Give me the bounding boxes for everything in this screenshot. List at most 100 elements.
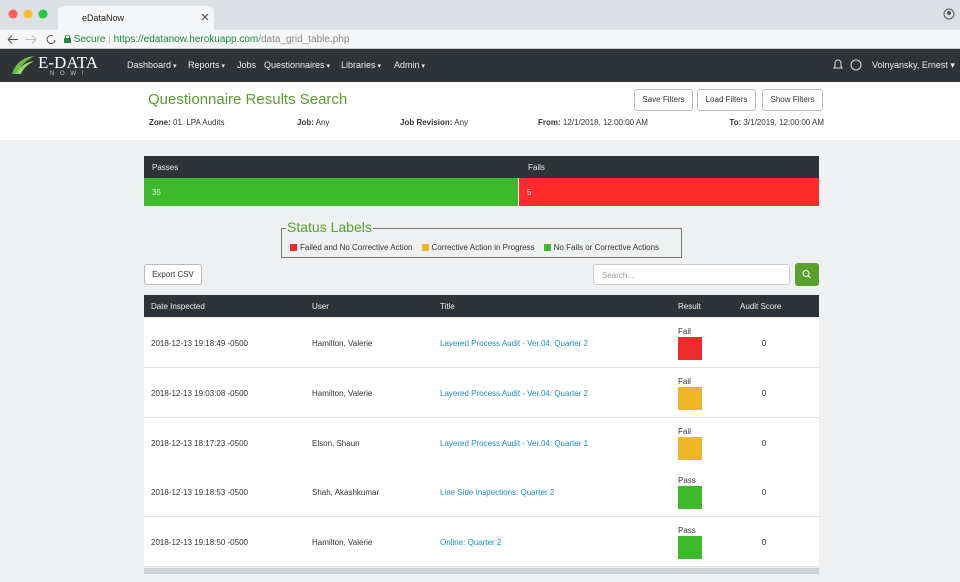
user-cell: Hamilton, Valerie xyxy=(312,538,373,548)
menu-label: Reports xyxy=(188,60,220,70)
result-label: Fail xyxy=(678,426,691,436)
column-header: Title xyxy=(440,302,455,311)
date-cell: 2018-12-13 19:03:08 -0500 xyxy=(151,388,248,398)
dropdown-caret: ▾ xyxy=(221,63,226,70)
summary: Passes Fails 35 5 xyxy=(144,156,819,206)
title-link[interactable]: Layered Process Audit - Ver.04: Quarter … xyxy=(440,388,589,398)
filter-value: 12/1/2018, 12:00:00 AM xyxy=(562,118,648,127)
menu-item[interactable]: Questionnaires ▾ xyxy=(264,60,330,70)
nav-buttons[interactable] xyxy=(6,33,60,46)
search-input[interactable]: Search... xyxy=(593,264,790,285)
status-box xyxy=(678,436,702,460)
menu-item[interactable]: Dashboard ▾ xyxy=(127,60,177,70)
legend-label: Corrective Action in Progress xyxy=(431,243,535,252)
browser-tab[interactable]: eDataNow xyxy=(58,6,214,30)
filter-value: 01. LPA Audits xyxy=(173,118,225,127)
scrollbar xyxy=(144,568,819,574)
result-label: Pass xyxy=(678,526,696,536)
table-row: 2018-12-13 19:18:53 -0500 Shah, Akashkuma… xyxy=(144,467,819,518)
score-cell: 0 xyxy=(761,538,767,548)
column-header: User xyxy=(312,302,329,311)
menu-label: Libraries xyxy=(341,60,376,70)
filter-label: To: xyxy=(729,118,742,127)
score-cell: 0 xyxy=(761,388,767,398)
status-box xyxy=(678,486,702,510)
legend-item: No Fails or Corrective Actions xyxy=(543,243,659,252)
dropdown-caret: ▾ xyxy=(377,63,382,70)
menu-label: Questionnaires xyxy=(264,60,325,70)
profile-icon[interactable] xyxy=(943,8,955,20)
tab-close[interactable] xyxy=(200,12,210,22)
status-box xyxy=(678,337,702,360)
search-button[interactable] xyxy=(795,263,819,286)
legend-title: Status Labels xyxy=(286,219,373,235)
logo-subtext: N O W ! xyxy=(50,71,86,77)
date-cell: 2018-12-13 18:17:23 -0500 xyxy=(151,438,248,448)
legend-swatch xyxy=(290,244,297,251)
score-cell: 0 xyxy=(761,438,767,448)
menu-item[interactable]: Jobs xyxy=(237,60,256,70)
passes-label: Passes xyxy=(152,163,179,172)
date-cell: 2018-12-13 19:18:49 -0500 xyxy=(151,339,248,348)
title-link[interactable]: Layered Process Audit - Ver.04: Quarter … xyxy=(440,438,589,448)
status-box xyxy=(678,536,702,560)
title-link[interactable]: Online: Quarter 2 xyxy=(440,538,502,548)
menu-item[interactable]: Reports ▾ xyxy=(188,60,225,70)
status-box xyxy=(678,386,702,410)
menu-item[interactable]: Admin ▾ xyxy=(394,60,425,70)
column-header: Result xyxy=(678,302,701,311)
result-label: Fail xyxy=(678,327,691,336)
user-cell: Shah, Akashkumar xyxy=(312,488,380,498)
logo-mark xyxy=(12,56,35,74)
column-header: Audit Score xyxy=(740,302,782,311)
filter: To: 3/1/2019, 12:00:00 AM xyxy=(729,118,824,127)
filter-button[interactable]: Load Filters xyxy=(697,89,756,111)
result-label: Fail xyxy=(678,376,691,386)
filter-label: Job Revision: xyxy=(400,118,453,127)
filter-value: 3/1/2019, 12:00:00 AM xyxy=(743,118,824,127)
table-row: 2018-12-13 19:18:49 -0500 Hamilton, Valer… xyxy=(144,318,819,368)
table-row: 2018-12-13 19:18:50 -0500 Hamilton, Valer… xyxy=(144,517,819,568)
menu-item[interactable]: Libraries ▾ xyxy=(341,60,381,70)
filter: From: 12/1/2018, 12:00:00 AM xyxy=(538,118,648,127)
score-cell: 0 xyxy=(761,339,767,348)
date-cell: 2018-12-13 19:18:50 -0500 xyxy=(151,538,248,548)
export-button[interactable]: Export CSV xyxy=(144,264,202,285)
filter-label: Zone: xyxy=(149,118,171,127)
filter-button[interactable]: Save Filters xyxy=(634,89,693,111)
menu-label: Admin xyxy=(394,60,420,70)
passes-bar: 35 xyxy=(144,178,518,206)
table-row: 2018-12-13 19:03:08 -0500 Hamilton, Valer… xyxy=(144,367,819,418)
window-controls xyxy=(8,9,48,19)
fails-label: Fails xyxy=(528,163,545,172)
table-row: 2018-12-13 18:17:23 -0500 Elson, Shaun Lay… xyxy=(144,417,819,468)
user-cell: Hamilton, Valerie xyxy=(312,339,373,348)
passes-count: 35 xyxy=(152,188,161,197)
filter-value: Any xyxy=(454,118,469,127)
legend-swatch xyxy=(543,244,551,251)
filter: Job Revision: Any xyxy=(400,118,468,127)
menu-label: Jobs xyxy=(237,60,257,70)
logo-text: E-DATA xyxy=(38,53,99,72)
filter-button[interactable]: Show Filters xyxy=(762,89,823,111)
url-path: /data_grid_table.php xyxy=(258,34,350,45)
filter: Zone: 01. LPA Audits xyxy=(149,118,224,127)
url-box[interactable]: Secure | https://edatanow.herokuapp.com/… xyxy=(64,32,944,47)
title-link[interactable]: Line Side Inspections: Quarter 2 xyxy=(440,488,555,498)
summary-header xyxy=(144,156,819,178)
date-cell: 2018-12-13 19:18:53 -0500 xyxy=(151,488,248,498)
legend-item: Failed and No Corrective Action xyxy=(290,243,413,252)
dropdown-caret: ▾ xyxy=(326,63,331,70)
url-host: https://edatanow.herokuapp.com xyxy=(113,34,259,45)
legend-label: Failed and No Corrective Action xyxy=(300,243,413,252)
legend-item: Corrective Action in Progress xyxy=(421,243,535,252)
fails-bar: 5 xyxy=(519,178,819,206)
status-legend: Status Labels Failed and No Corrective A… xyxy=(281,219,682,258)
nav-icons[interactable] xyxy=(832,59,862,71)
title-link[interactable]: Layered Process Audit - Ver.04: Quarter … xyxy=(440,339,589,348)
page-header: Questionnaire Results Search Save Filter… xyxy=(0,82,960,140)
filter: Job: Any xyxy=(297,118,329,127)
user-menu[interactable]: Volnyansky, Ernest ▾ xyxy=(872,60,955,70)
filter-label: Job: xyxy=(297,118,314,127)
